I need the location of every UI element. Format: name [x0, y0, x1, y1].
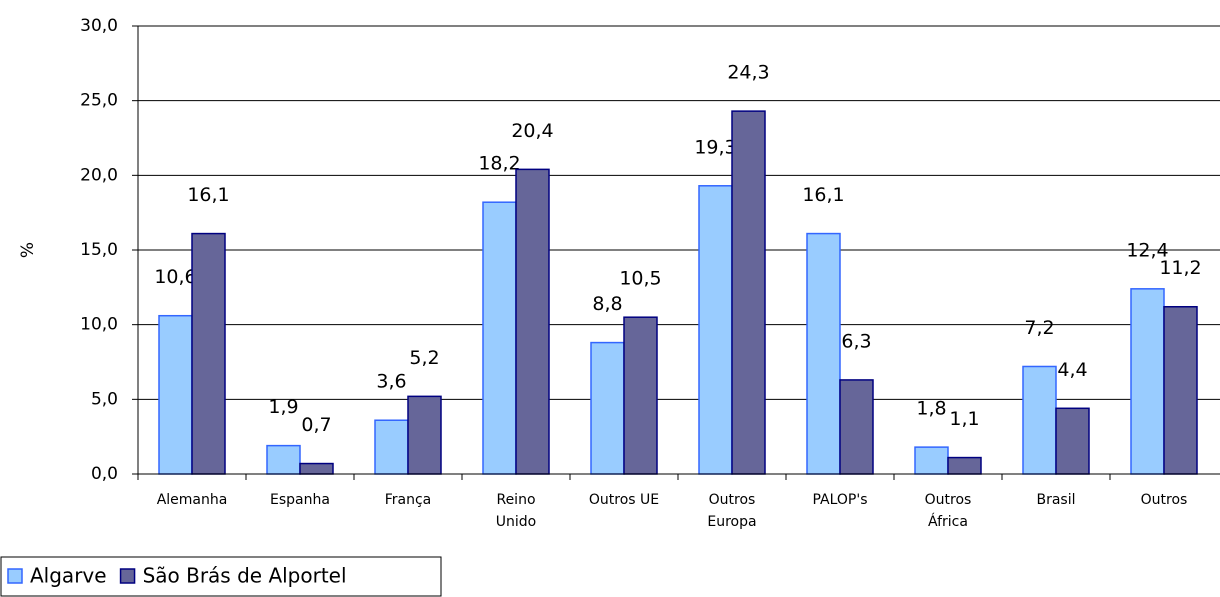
x-tick-label: Outros UE [589, 492, 659, 508]
value-label: 16,1 [187, 184, 229, 206]
bar [947, 456, 982, 475]
x-tick-label: Alemanha [157, 492, 228, 508]
y-tick-label: 0,0 [91, 464, 118, 484]
bar [914, 446, 949, 475]
value-label: 24,3 [727, 62, 769, 84]
value-label: 1,8 [916, 398, 946, 420]
value-label: 12,4 [1126, 239, 1168, 261]
value-label: 1,9 [268, 396, 298, 418]
bar [158, 314, 193, 475]
value-label: 3,6 [376, 371, 406, 393]
bar [1130, 288, 1165, 475]
value-label: 20,4 [511, 120, 553, 142]
value-label: 16,1 [802, 184, 844, 206]
value-label: 19,3 [694, 136, 736, 158]
bar [623, 316, 658, 475]
value-label: 1,1 [949, 408, 979, 430]
bar [515, 168, 550, 475]
value-label: 10,6 [154, 266, 196, 288]
bar [806, 232, 841, 475]
legend-label: Algarve [30, 564, 107, 588]
x-tick-label: PALOP's [812, 492, 867, 508]
bar [299, 462, 334, 475]
legend-label: São Brás de Alportel [143, 564, 347, 588]
value-label: 8,8 [592, 293, 622, 315]
value-label: 6,3 [841, 330, 871, 352]
bar [1055, 407, 1090, 475]
legend-swatch [119, 568, 136, 584]
bar [482, 201, 517, 475]
value-label: 11,2 [1159, 257, 1201, 279]
value-label: 18,2 [478, 153, 520, 175]
x-tick-label: Espanha [270, 492, 330, 508]
y-axis-label: % [18, 242, 38, 258]
legend-swatch [7, 568, 23, 584]
value-label: 0,7 [301, 414, 331, 436]
y-tick-label: 5,0 [91, 389, 118, 409]
x-tick-label: Outros Europa [707, 492, 756, 530]
y-tick-label: 15,0 [80, 240, 118, 260]
bar [1163, 305, 1198, 475]
x-tick-label: Outros [1141, 492, 1188, 508]
bar [839, 379, 874, 475]
bar [407, 395, 442, 475]
value-label: 7,2 [1024, 317, 1054, 339]
x-tick-label: França [385, 492, 432, 508]
bar [731, 110, 766, 475]
x-tick-label: Outros África [925, 492, 972, 530]
y-tick-label: 10,0 [80, 315, 118, 335]
x-tick-label: Brasil [1036, 492, 1075, 508]
bar [266, 444, 301, 475]
bar [374, 419, 409, 475]
value-label: 4,4 [1057, 359, 1087, 381]
y-tick-label: 30,0 [80, 16, 118, 36]
value-label: 5,2 [409, 347, 439, 369]
bar [590, 341, 625, 475]
legend-box [0, 556, 442, 597]
bar [191, 232, 226, 475]
value-label: 10,5 [619, 268, 661, 290]
bar [698, 185, 733, 475]
y-tick-label: 20,0 [80, 165, 118, 185]
x-tick-label: Reino Unido [496, 492, 536, 530]
bar [1022, 365, 1057, 475]
y-tick-label: 25,0 [80, 91, 118, 111]
